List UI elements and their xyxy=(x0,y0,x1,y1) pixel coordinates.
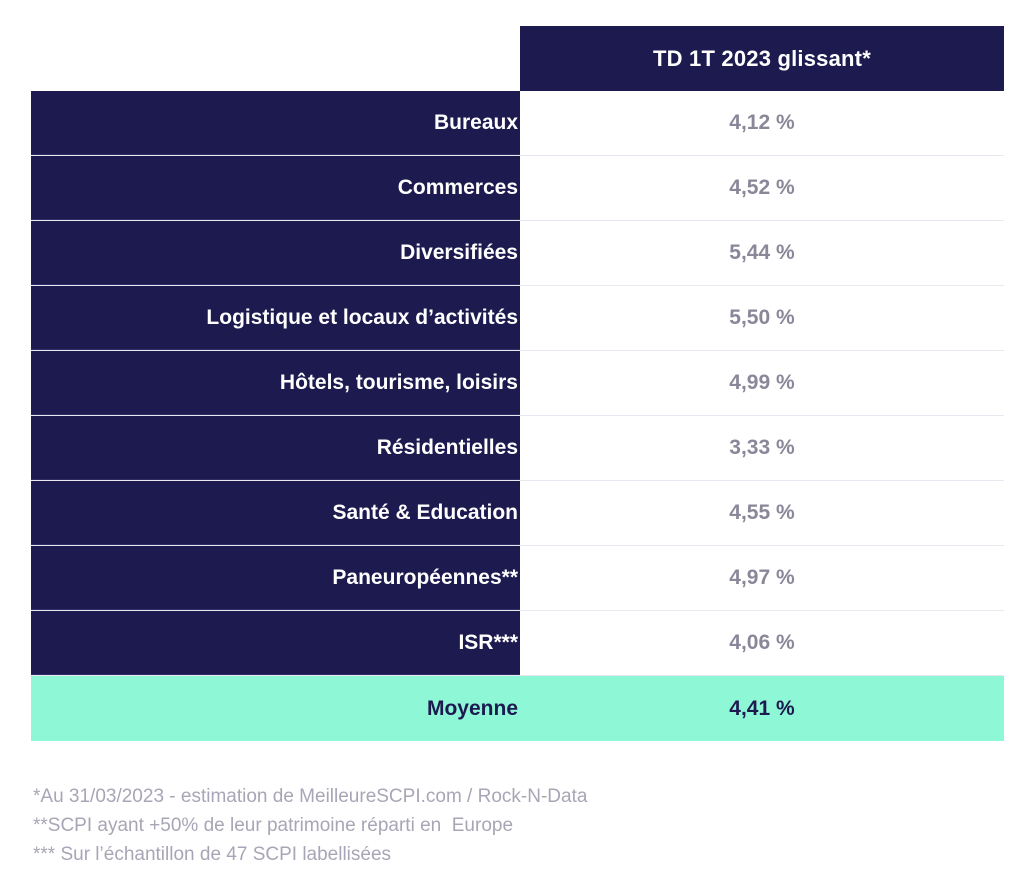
header-empty-cell xyxy=(31,26,520,91)
column-header-td-1t-2023: TD 1T 2023 glissant* xyxy=(520,26,1004,91)
row-label: Bureaux xyxy=(31,91,520,155)
row-value: 4,99 % xyxy=(520,351,1004,415)
yield-table: TD 1T 2023 glissant* Bureaux 4,12 % Commer… xyxy=(31,26,1004,741)
table-row: Paneuropéennes** 4,97 % xyxy=(31,546,1004,611)
row-value: 4,52 % xyxy=(520,156,1004,220)
table-row: ISR*** 4,06 % xyxy=(31,611,1004,676)
summary-value: 4,41 % xyxy=(729,696,795,720)
summary-label: Moyenne xyxy=(426,696,518,720)
row-label: Santé & Education xyxy=(31,481,520,545)
row-label: Résidentielles xyxy=(31,416,520,480)
table-row: Diversifiées 5,44 % xyxy=(31,221,1004,286)
table-row: Résidentielles 3,33 % xyxy=(31,416,1004,481)
table-row: Bureaux 4,12 % xyxy=(31,91,1004,156)
summary-row: Moyenne 4,41 % xyxy=(31,676,1004,741)
table-body: Bureaux 4,12 % Commerces 4,52 % Diversifiées… xyxy=(31,91,1004,676)
table-row: Santé & Education 4,55 % xyxy=(31,481,1004,546)
footnote-1: *Au 31/03/2023 - estimation de Meilleure… xyxy=(33,786,588,807)
row-label: ISR*** xyxy=(31,611,520,675)
row-label: Logistique et locaux d’activités xyxy=(31,286,520,350)
footnote-3: *** Sur l’échantillon de 47 SCPI labelli… xyxy=(33,844,392,865)
table-row: Hôtels, tourisme, loisirs 4,99 % xyxy=(31,351,1004,416)
row-value: 4,06 % xyxy=(520,611,1004,675)
footnotes: *Au 31/03/2023 - estimation de Meilleure… xyxy=(33,782,587,869)
row-value: 5,50 % xyxy=(520,286,1004,350)
row-label: Commerces xyxy=(31,156,520,220)
row-label: Paneuropéennes** xyxy=(31,546,520,610)
table-header-row: TD 1T 2023 glissant* xyxy=(31,26,1004,91)
row-value: 4,12 % xyxy=(520,91,1004,155)
table-row: Commerces 4,52 % xyxy=(31,156,1004,221)
row-value: 4,55 % xyxy=(520,481,1004,545)
footnote-2: **SCPI ayant +50% de leur patrimoine rép… xyxy=(33,815,514,836)
table-row: Logistique et locaux d’activités 5,50 % xyxy=(31,286,1004,351)
row-label: Diversifiées xyxy=(31,221,520,285)
row-value: 4,97 % xyxy=(520,546,1004,610)
row-value: 3,33 % xyxy=(520,416,1004,480)
row-value: 5,44 % xyxy=(520,221,1004,285)
row-label: Hôtels, tourisme, loisirs xyxy=(31,351,520,415)
